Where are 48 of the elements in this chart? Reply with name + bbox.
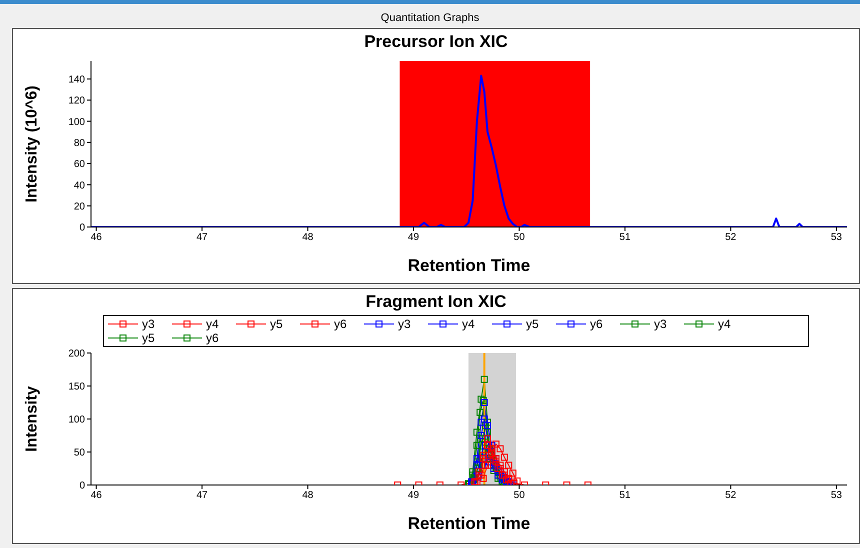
y-tick-label: 0 [79,480,86,492]
legend-label: y3 [398,317,411,331]
x-tick-label: 49 [408,232,420,244]
legend-label: y3 [142,317,155,331]
chart-title: Precursor Ion XIC [363,31,509,53]
y-tick-label: 150 [68,382,86,393]
x-tick-label: 53 [830,490,842,502]
y-axis-title: Intensity [24,386,41,452]
legend-label: y4 [718,317,731,331]
x-tick-label: 48 [302,232,314,244]
x-tick-label: 47 [196,232,208,244]
y-tick-label: 60 [74,159,86,170]
y-tick-label: 100 [68,116,86,128]
legend-label: y3 [654,317,667,331]
legend-label: y6 [206,331,219,345]
y-tick-label: 80 [74,138,86,149]
y-tick-label: 50 [74,448,86,459]
x-tick-label: 50 [514,490,526,502]
legend-label: y6 [590,317,603,331]
x-tick-label: 47 [196,490,208,502]
x-tick-label: 51 [619,232,631,244]
x-tick-label: 46 [90,490,102,502]
legend-label: y4 [206,317,219,331]
x-tick-label: 51 [619,490,631,502]
y-tick-label: 20 [74,201,86,212]
chart-title: Fragment Ion XIC [364,291,508,313]
x-tick-label: 46 [90,232,102,244]
x-tick-label: 50 [514,232,526,244]
legend-label: y6 [334,317,347,331]
x-tick-label: 49 [408,490,420,502]
y-tick-label: 120 [68,96,86,107]
y-tick-label: 40 [74,180,86,192]
legend-label: y5 [142,331,155,345]
x-tick-label: 48 [302,490,314,502]
x-tick-label: 52 [725,232,737,244]
y-tick-label: 140 [68,74,86,86]
y-axis-title: Intensity (10^6) [24,86,41,202]
x-axis-title: Retention Time [408,256,530,275]
legend-label: y5 [270,317,283,331]
y-tick-label: 100 [68,414,86,426]
legend-label: y5 [526,317,539,331]
text: Quantitation Graphs [380,11,480,26]
legend-label: y4 [462,317,475,331]
y-tick-label: 0 [79,222,86,234]
x-tick-label: 52 [725,490,737,502]
x-axis-title: Retention Time [408,514,530,533]
y-tick-label: 200 [68,348,86,360]
x-tick-label: 53 [830,232,842,244]
